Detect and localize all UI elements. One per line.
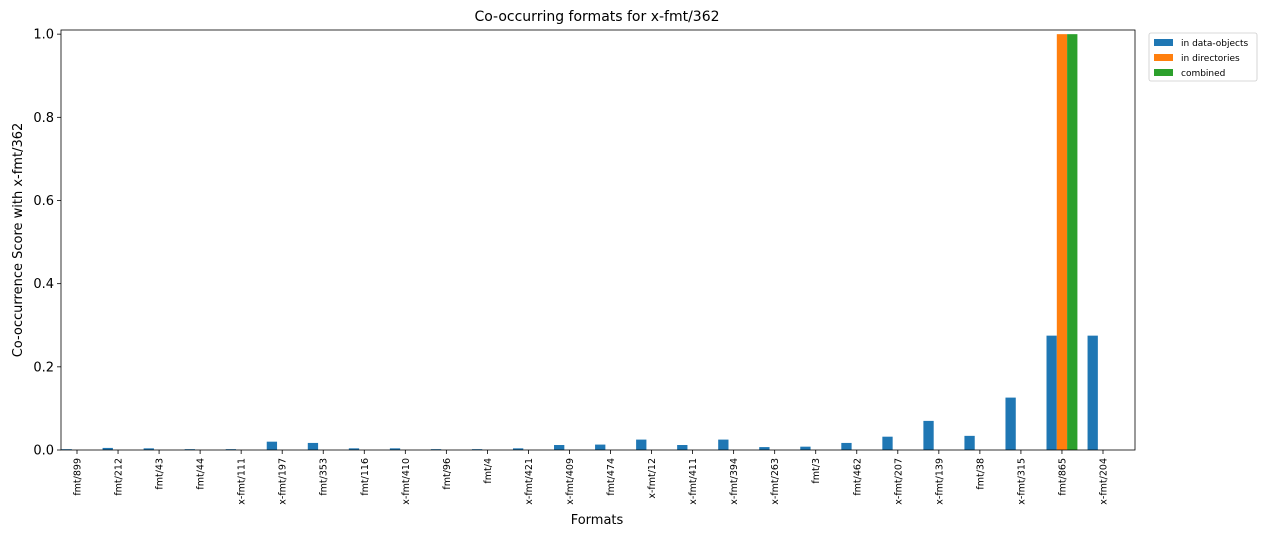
legend-frame: [1148, 32, 1258, 82]
x-tick-label: x-fmt/139: [934, 458, 945, 505]
x-tick-label: x-fmt/409: [565, 458, 576, 505]
chart-title: Co-occurring formats for x-fmt/362: [474, 9, 719, 25]
x-tick-label: fmt/38: [975, 458, 986, 490]
x-tick-label: fmt/462: [852, 458, 863, 496]
y-tick-label: 0.6: [33, 194, 54, 209]
bar-in-data-objects-fmt-38: [964, 435, 975, 450]
bar-in-data-objects-fmt-44: [184, 449, 195, 450]
bar-in-data-objects-fmt-899: [61, 449, 72, 450]
x-tick-label: fmt/353: [319, 458, 330, 496]
bar-in-data-objects-x-fmt-421: [512, 448, 524, 450]
bar-in-data-objects-x-fmt-409: [554, 445, 565, 450]
x-tick-label: x-fmt/263: [770, 458, 781, 505]
bar-in-data-objects-x-fmt-139: [923, 420, 934, 450]
legend: in data-objects in directories combined: [1148, 32, 1258, 82]
bar-in-data-objects-fmt-353: [307, 442, 319, 450]
x-tick-label: x-fmt/111: [237, 458, 248, 505]
x-tick-label: fmt/4: [483, 458, 494, 484]
bar-in-data-objects-x-fmt-111: [225, 449, 237, 450]
bar-combined-fmt-865: [1067, 34, 1078, 450]
x-tick-label: fmt/899: [73, 458, 84, 496]
bar-in-data-objects-fmt-116: [348, 448, 360, 450]
bar-in-data-objects-fmt-4: [471, 449, 483, 450]
bar-in-directories-fmt-865: [1056, 34, 1068, 450]
x-tick-label: x-fmt/394: [729, 458, 740, 505]
x-axis: fmt/899 fmt/212 fmt/43 fmt/44 x-fmt/111 x-fmt…: [73, 450, 1110, 505]
bar-in-data-objects-fmt-865: [1046, 335, 1057, 450]
x-tick-label: fmt/474: [606, 458, 617, 496]
x-tick-label: x-fmt/410: [401, 458, 412, 505]
x-tick-label: fmt/865: [1057, 458, 1068, 496]
x-tick-label: x-fmt/315: [1016, 458, 1027, 505]
legend-swatch: [1154, 54, 1173, 61]
legend-swatch: [1154, 39, 1173, 46]
bar-in-data-objects-fmt-474: [595, 444, 606, 450]
x-tick-label: fmt/212: [114, 458, 125, 496]
x-tick-label: x-fmt/411: [688, 458, 699, 505]
bar-in-data-objects-fmt-43: [143, 448, 154, 450]
plot-area-frame: [60, 29, 1136, 451]
bar-in-data-objects-x-fmt-410: [389, 448, 401, 450]
bar-in-data-objects-x-fmt-207: [882, 436, 893, 450]
y-tick-label: 0.0: [33, 444, 54, 459]
bar-in-data-objects-fmt-212: [102, 447, 113, 450]
bars-group: [61, 34, 1098, 450]
y-axis-label: Co-occurrence Score with x-fmt/362: [11, 123, 26, 358]
y-tick-label: 1.0: [33, 28, 54, 43]
bar-in-data-objects-fmt-462: [841, 442, 852, 450]
x-axis-label: Formats: [571, 513, 624, 528]
y-tick-label: 0.4: [33, 277, 54, 292]
legend-label: in data-objects: [1181, 39, 1248, 49]
legend-label: combined: [1181, 69, 1225, 79]
x-tick-label: fmt/116: [360, 458, 371, 496]
bar-in-data-objects-x-fmt-411: [677, 445, 688, 450]
y-tick-label: 0.2: [33, 360, 54, 375]
y-axis: 0.0 0.2 0.4 0.6 0.8 1.0: [33, 28, 61, 459]
x-tick-label: x-fmt/12: [647, 458, 658, 499]
legend-swatch: [1154, 69, 1173, 76]
bar-in-data-objects-fmt-96: [430, 449, 442, 450]
bar-in-data-objects-x-fmt-12: [636, 439, 647, 450]
bar-in-data-objects-x-fmt-394: [718, 439, 729, 450]
legend-label: in directories: [1181, 54, 1240, 64]
x-tick-label: fmt/3: [811, 458, 822, 484]
y-tick-label: 0.8: [33, 111, 54, 126]
bar-in-data-objects-x-fmt-263: [759, 447, 770, 450]
x-tick-label: x-fmt/207: [893, 458, 904, 505]
bar-in-data-objects-fmt-3: [800, 446, 811, 450]
x-tick-label: fmt/44: [196, 458, 207, 490]
bar-in-data-objects-x-fmt-315: [1005, 397, 1016, 450]
x-tick-label: x-fmt/204: [1099, 458, 1110, 505]
x-tick-label: x-fmt/421: [524, 458, 535, 505]
bar-in-data-objects-x-fmt-197: [266, 441, 278, 450]
bar-in-data-objects-x-fmt-204: [1087, 335, 1098, 450]
x-tick-label: x-fmt/197: [278, 458, 289, 505]
x-tick-label: fmt/96: [442, 458, 453, 490]
x-tick-label: fmt/43: [155, 458, 166, 490]
